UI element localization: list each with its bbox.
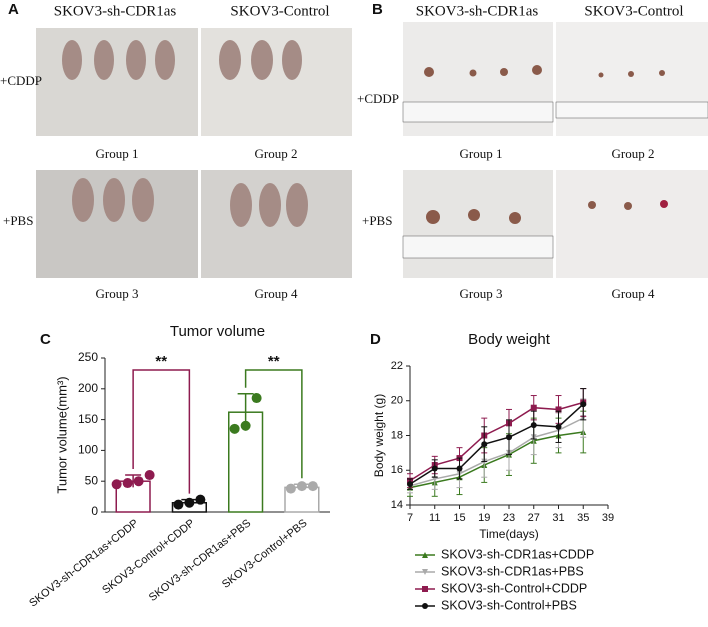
data-point: [195, 494, 206, 505]
row-label: +CDDP: [0, 73, 42, 88]
data-point: [173, 499, 184, 510]
x-tick-label: 39: [602, 512, 614, 524]
series-line: [409, 403, 584, 485]
marker: [555, 406, 562, 413]
photos-a: [36, 28, 352, 278]
photos-b: [402, 22, 708, 278]
panel-letter: A: [8, 1, 19, 18]
y-tick-label: 22: [391, 360, 403, 372]
marker: [422, 569, 428, 575]
group-label: Group 3: [460, 286, 503, 301]
y-tick-label: 200: [78, 381, 98, 395]
x-axis-label: Time(days): [479, 527, 539, 541]
marker: [530, 422, 537, 429]
y-tick-label: 16: [391, 464, 403, 476]
significance-bracket: [132, 369, 191, 494]
marker: [431, 465, 438, 472]
x-tick-label: 11: [429, 512, 440, 524]
group-label: Group 1: [96, 146, 139, 161]
data-point: [285, 483, 296, 494]
data-point: [184, 497, 195, 508]
series-line: [409, 417, 584, 487]
y-tick-label: 18: [391, 429, 403, 441]
y-tick-label: 50: [85, 473, 99, 487]
data-point: [122, 478, 133, 489]
x-tick-label: SKOV3-sh-CDR1as+PBS: [147, 517, 253, 604]
y-axis-label: Tumor volume(mm³): [54, 376, 69, 493]
x-tick-label: 23: [503, 512, 515, 524]
panel-letter: C: [40, 331, 51, 348]
column-header: SKOV3-sh-CDR1as: [416, 3, 539, 19]
group-label: Group 4: [612, 286, 655, 301]
data-point: [229, 423, 240, 434]
legend-label: SKOV3-sh-CDR1as+CDDP: [441, 547, 594, 561]
panel-letter: B: [372, 1, 383, 18]
column-header: SKOV3-Control: [230, 3, 329, 19]
marker: [506, 434, 512, 441]
data-point: [307, 481, 318, 492]
significance-label: **: [155, 353, 167, 370]
data-point: [296, 481, 307, 492]
chart-title: Tumor volume: [170, 323, 265, 340]
column-header: SKOV3-Control: [584, 3, 683, 19]
marker: [555, 423, 562, 430]
marker: [422, 552, 428, 558]
y-tick-label: 0: [91, 504, 98, 518]
chart-title: Body weight: [468, 331, 551, 348]
y-tick-label: 250: [78, 350, 98, 364]
column-header: SKOV3-sh-CDR1as: [54, 3, 177, 19]
group-label: Group 4: [255, 286, 298, 301]
marker: [530, 404, 537, 411]
marker: [481, 441, 488, 448]
x-tick-label: 19: [478, 512, 490, 524]
x-tick-label: 31: [552, 512, 564, 524]
y-tick-label: 100: [78, 443, 98, 457]
series-line: [409, 431, 584, 489]
y-tick-label: 20: [391, 395, 403, 407]
data-point: [111, 479, 122, 490]
group-label: Group 3: [96, 286, 139, 301]
data-point: [144, 470, 155, 481]
y-tick-label: 14: [391, 499, 403, 511]
x-tick-label: 15: [453, 512, 465, 524]
x-tick-label: 35: [577, 512, 589, 524]
data-point: [251, 393, 262, 404]
x-tick-label: 27: [528, 512, 540, 524]
legend-label: SKOV3-sh-CDR1as+PBS: [441, 564, 584, 578]
marker: [580, 401, 587, 408]
y-tick-label: 150: [78, 412, 98, 426]
marker: [456, 465, 463, 472]
significance-bracket: [244, 369, 303, 479]
data-point: [240, 420, 251, 431]
data-point: [133, 476, 144, 487]
group-label: Group 1: [460, 146, 503, 161]
group-label: Group 2: [255, 146, 298, 161]
row-label: +PBS: [3, 213, 33, 228]
panel-letter: D: [370, 331, 381, 348]
significance-label: **: [268, 353, 280, 370]
marker: [422, 603, 428, 609]
series-line: [409, 401, 584, 482]
x-tick-label: SKOV3-Control+CDDP: [100, 517, 197, 596]
legend-label: SKOV3-sh-Control+PBS: [441, 598, 577, 612]
x-tick-label: 7: [407, 512, 413, 524]
legend-label: SKOV3-sh-Control+CDDP: [441, 581, 587, 595]
y-axis-label: Body weight (g): [372, 394, 386, 477]
marker: [407, 481, 413, 488]
marker: [422, 586, 428, 592]
row-label: +PBS: [362, 213, 392, 228]
x-tick-label: SKOV3-sh-CDR1as+CDDP: [27, 517, 141, 609]
row-label: +CDDP: [357, 91, 399, 106]
group-label: Group 2: [612, 146, 655, 161]
